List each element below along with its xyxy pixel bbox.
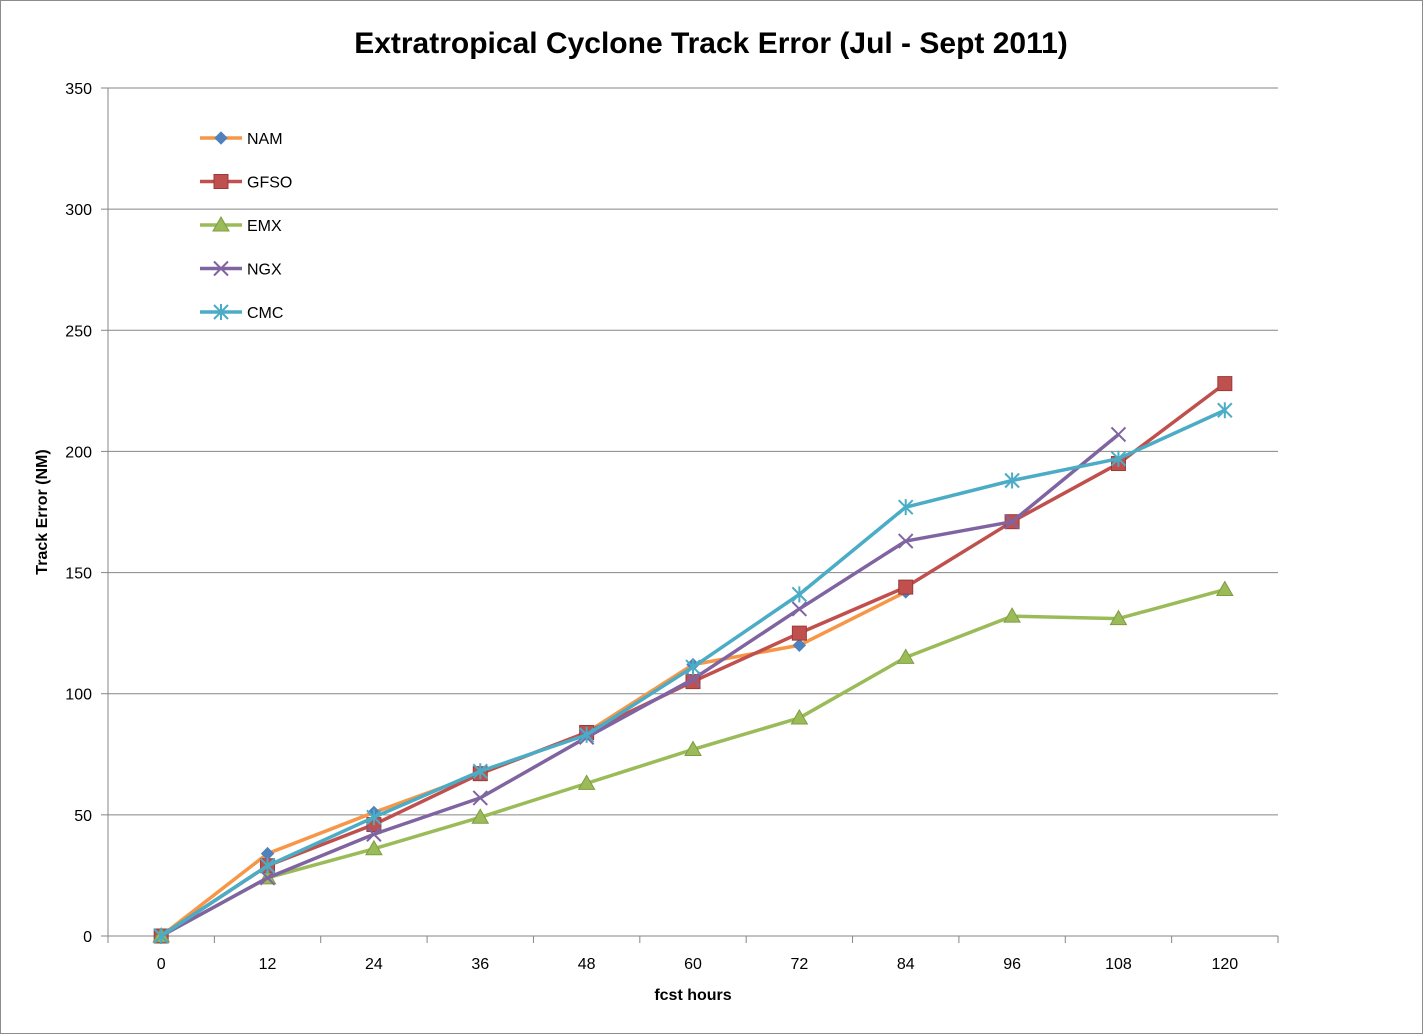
- y-axis-title: Track Error (NM): [34, 449, 51, 574]
- data-point-cmc: [791, 586, 808, 603]
- x-tick-label: 36: [471, 956, 489, 973]
- legend-entry-ngx: NGX: [200, 260, 282, 279]
- data-point-gfso: [898, 579, 914, 595]
- y-axis-ticks: 0 50 100 150 200 250 300 350: [65, 81, 92, 946]
- data-point-ngx: [366, 826, 382, 842]
- data-point-ngx: [898, 533, 914, 549]
- x-tick-label: 120: [1211, 956, 1238, 973]
- y-tick-label: 0: [83, 929, 92, 946]
- legend-entry-emx: EMX: [200, 215, 282, 235]
- data-point-ngx: [791, 601, 808, 617]
- data-point-cmc: [1004, 472, 1020, 489]
- legend-label: CMC: [247, 305, 283, 322]
- series-line-emx: [160, 587, 1226, 938]
- data-point-cmc: [259, 857, 276, 874]
- legend-entry-nam: NAM: [200, 131, 283, 148]
- gridlines: [108, 87, 1278, 816]
- legend-label: EMX: [247, 218, 282, 235]
- data-point-emx: [790, 708, 809, 725]
- legend-label: GFSO: [247, 175, 292, 192]
- data-point-nam: [792, 638, 807, 652]
- series-ngx: [153, 426, 1127, 944]
- x-axis-ticks: 0 12 24 36 48 60 72 84 96 108 120: [157, 956, 1239, 973]
- x-tick-label: 0: [157, 956, 166, 973]
- legend-entry-cmc: CMC: [200, 304, 283, 322]
- legend: NAM GFSO EMX NGX CMC: [200, 131, 292, 322]
- data-point-emx: [365, 839, 383, 856]
- data-point-gfso: [1217, 376, 1233, 392]
- data-point-cmc: [366, 809, 382, 826]
- data-point-cmc: [685, 659, 701, 676]
- series-cmc: [153, 402, 1233, 944]
- x-tick-label: 24: [365, 956, 383, 973]
- data-point-ngx: [1110, 426, 1127, 443]
- x-tick-label: 96: [1003, 956, 1021, 973]
- legend-entry-gfso: GFSO: [200, 174, 292, 192]
- legend-marker: [213, 304, 229, 320]
- data-point-ngx: [472, 790, 488, 806]
- legend-marker: [214, 131, 228, 145]
- y-tick-label: 150: [65, 566, 92, 583]
- x-tick-label: 108: [1105, 956, 1132, 973]
- axes: [101, 87, 1279, 943]
- x-tick-label: 12: [259, 956, 277, 973]
- data-point-emx: [896, 648, 915, 664]
- data-point-cmc: [472, 763, 488, 780]
- data-point-emx: [1109, 609, 1128, 626]
- data-point-emx: [471, 808, 490, 824]
- data-point-emx: [577, 774, 596, 790]
- data-point-emx: [1003, 607, 1021, 623]
- data-point-cmc: [1110, 450, 1127, 467]
- series-line-ngx: [160, 433, 1120, 938]
- legend-label: NAM: [247, 131, 283, 148]
- data-point-ngx: [1004, 513, 1020, 530]
- x-tick-label: 84: [897, 956, 915, 973]
- x-tick-label: 72: [790, 956, 808, 973]
- x-tick-label: 48: [578, 956, 596, 973]
- legend-marker: [212, 215, 230, 232]
- data-point-cmc: [578, 726, 595, 743]
- y-tick-label: 100: [65, 687, 92, 704]
- legend-label: NGX: [247, 262, 282, 279]
- y-tick-label: 200: [65, 444, 92, 461]
- x-axis-title: fcst hours: [654, 987, 731, 1004]
- y-tick-label: 250: [65, 323, 92, 340]
- legend-marker: [213, 260, 229, 277]
- y-tick-label: 350: [65, 81, 92, 98]
- data-point-cmc: [1217, 402, 1233, 419]
- data-point-gfso: [791, 625, 807, 641]
- data-point-cmc: [153, 928, 169, 944]
- series-emx: [152, 580, 1234, 943]
- data-point-cmc: [898, 499, 914, 516]
- data-point-ngx: [259, 870, 276, 886]
- legend-marker: [213, 174, 229, 189]
- y-tick-label: 50: [74, 808, 92, 825]
- y-tick-label: 300: [65, 202, 92, 219]
- data-point-emx: [1215, 580, 1234, 597]
- x-tick-label: 60: [684, 956, 702, 973]
- series-group: [152, 376, 1234, 944]
- data-point-ngx: [685, 671, 701, 687]
- chart-title: Extratropical Cyclone Track Error (Jul -…: [354, 27, 1068, 60]
- data-point-emx: [684, 740, 702, 756]
